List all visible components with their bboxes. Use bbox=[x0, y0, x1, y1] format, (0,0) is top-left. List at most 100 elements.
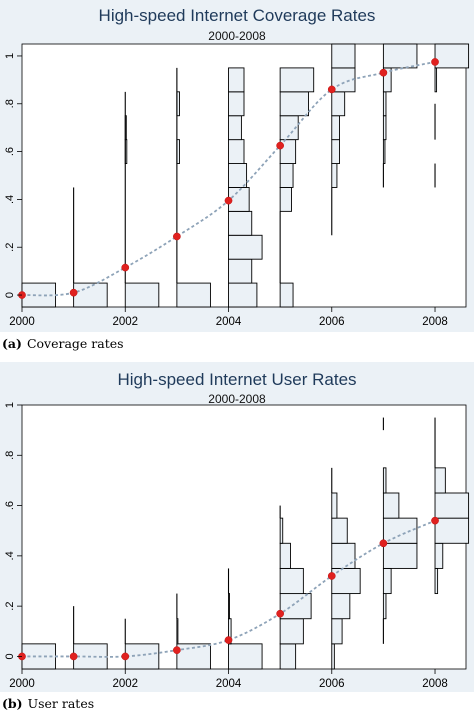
coverage-plot: 0 .2 .4 .6 .8 1 2000 2002 2004 2006 2008 bbox=[4, 43, 470, 328]
data-point bbox=[431, 516, 439, 525]
caption-letter: (a) bbox=[2, 336, 22, 351]
histogram-bin bbox=[279, 618, 304, 645]
histogram-bin bbox=[279, 67, 315, 93]
histogram-bin bbox=[331, 542, 356, 569]
histogram-bin bbox=[382, 139, 386, 164]
x-tick-label: 2002 bbox=[112, 678, 138, 690]
caption-letter: (b) bbox=[2, 696, 23, 711]
histogram-bin bbox=[228, 67, 245, 93]
histogram-bin bbox=[176, 282, 211, 308]
histogram-bin bbox=[331, 139, 340, 164]
histogram-bin bbox=[382, 567, 392, 595]
histogram-bin bbox=[228, 210, 253, 236]
y-tick-label: .4 bbox=[4, 551, 16, 560]
histogram-bin bbox=[228, 643, 263, 670]
histogram-bin bbox=[124, 643, 160, 670]
histogram-bin bbox=[382, 492, 400, 519]
histogram-bin bbox=[382, 542, 418, 569]
histogram-bin bbox=[434, 542, 444, 569]
histogram-bin bbox=[228, 258, 253, 284]
histogram-bin bbox=[279, 542, 291, 569]
histogram-bin bbox=[228, 234, 263, 260]
data-point bbox=[69, 652, 78, 661]
data-point bbox=[379, 68, 388, 77]
histogram-bin bbox=[331, 163, 338, 188]
chart-panel-coverage: High-speed Internet Coverage Rates 2000-… bbox=[0, 0, 474, 356]
chart-subtitle: 2000-2008 bbox=[208, 29, 266, 43]
data-point bbox=[173, 646, 181, 654]
data-point bbox=[327, 572, 336, 580]
caption-text: Coverage rates bbox=[26, 336, 124, 351]
x-tick-label: 2008 bbox=[422, 678, 448, 690]
y-tick-label: .2 bbox=[4, 602, 16, 611]
histogram-bin bbox=[279, 163, 294, 188]
histogram-bin bbox=[176, 618, 179, 645]
chart-title: High-speed Internet User Rates bbox=[117, 370, 357, 389]
histogram-bin bbox=[124, 282, 160, 308]
y-tick-label: 0 bbox=[4, 653, 16, 659]
data-point bbox=[224, 196, 233, 205]
histogram-bin bbox=[279, 567, 304, 595]
histogram-bin bbox=[228, 139, 245, 164]
histogram-bin bbox=[382, 91, 387, 117]
x-tick-label: 2002 bbox=[112, 316, 138, 328]
user-plot: 0 .2 .4 .6 .8 1 2000 2002 2004 2006 2008 bbox=[4, 402, 470, 690]
histogram-bin bbox=[331, 643, 335, 670]
mean-trend-line bbox=[22, 519, 436, 658]
figure-caption: (a) Coverage rates bbox=[2, 336, 124, 351]
histogram-bin bbox=[279, 187, 292, 212]
histogram-bin bbox=[279, 517, 284, 544]
data-point bbox=[379, 539, 388, 548]
data-point bbox=[276, 609, 284, 618]
histogram-bin bbox=[331, 517, 348, 544]
data-point bbox=[431, 58, 439, 66]
data-point bbox=[121, 263, 130, 272]
histogram-bin bbox=[331, 91, 346, 117]
histogram-bin bbox=[228, 593, 230, 620]
histogram-bin bbox=[434, 67, 438, 93]
histogram-bin bbox=[279, 91, 309, 117]
histogram-bin bbox=[434, 567, 439, 595]
histogram-bin bbox=[382, 517, 418, 544]
histogram-bin bbox=[434, 492, 470, 519]
x-tick-label: 2006 bbox=[319, 316, 345, 328]
y-tick-label: .4 bbox=[4, 195, 16, 204]
y-tick-label: .6 bbox=[4, 147, 16, 156]
histogram-bin bbox=[382, 115, 387, 141]
y-tick-label: .8 bbox=[4, 99, 16, 108]
histogram-bin bbox=[331, 492, 338, 519]
x-tick-label: 2006 bbox=[319, 678, 345, 690]
figure-caption: (b) User rates bbox=[2, 696, 94, 711]
histogram-bin bbox=[331, 593, 351, 620]
histogram-bin bbox=[279, 593, 312, 620]
histogram-bin bbox=[279, 282, 294, 308]
histogram-bin bbox=[331, 115, 340, 141]
histogram-bin bbox=[228, 282, 258, 308]
data-point bbox=[173, 232, 181, 241]
y-tick-label: .2 bbox=[4, 243, 16, 252]
histogram-bin bbox=[434, 517, 470, 544]
histogram-bin bbox=[279, 643, 297, 670]
x-tick-label: 2000 bbox=[9, 678, 35, 690]
chart-panel-user: High-speed Internet User Rates 2000-2008… bbox=[0, 362, 474, 714]
x-tick-label: 2004 bbox=[216, 316, 242, 328]
data-point bbox=[69, 288, 78, 297]
data-point bbox=[327, 85, 336, 94]
histogram-bin bbox=[434, 467, 446, 494]
histogram-bin bbox=[382, 43, 418, 69]
x-tick-label: 2004 bbox=[216, 678, 242, 690]
caption-text: User rates bbox=[27, 696, 95, 711]
histogram-bin bbox=[434, 43, 470, 69]
chart-title: High-speed Internet Coverage Rates bbox=[98, 6, 376, 25]
histogram-bin bbox=[228, 91, 245, 117]
histogram-bin bbox=[331, 43, 356, 69]
histogram-bin bbox=[228, 115, 242, 141]
histogram-bin bbox=[73, 282, 108, 308]
histogram-bin bbox=[331, 618, 343, 645]
x-tick-label: 2000 bbox=[9, 316, 35, 328]
histogram-bin bbox=[382, 467, 387, 494]
y-tick-label: .6 bbox=[4, 501, 16, 510]
x-tick-label: 2008 bbox=[422, 316, 448, 328]
y-tick-label: 1 bbox=[4, 402, 16, 408]
chart-subtitle: 2000-2008 bbox=[208, 392, 266, 406]
